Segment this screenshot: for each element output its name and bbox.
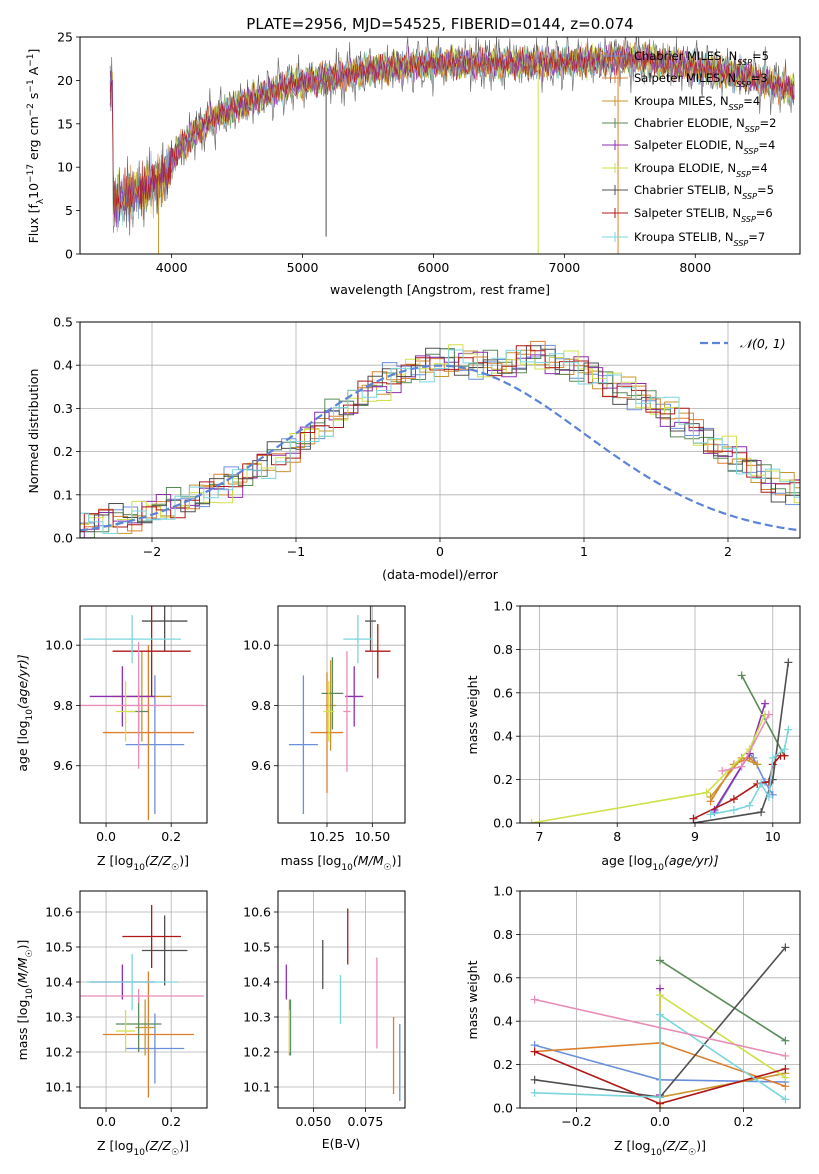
x-tick-label: 7000 [548, 260, 580, 275]
x-tick-label: 0.2 [161, 1114, 181, 1129]
mass-vs-ebv-xlabel: E(B-V) [322, 1136, 361, 1151]
x-tick-label: 0 [436, 544, 444, 559]
x-tick-label: 10.50 [354, 829, 390, 844]
y-tick-label: 10.1 [45, 1080, 73, 1095]
y-tick-label: 10.6 [243, 905, 271, 920]
x-tick-label: 10.25 [309, 829, 345, 844]
spectrum-legend: Chabrier MILES, NSSP=5 Salpeter MILES, N… [634, 49, 776, 248]
y-tick-label: 0.4 [53, 358, 73, 373]
x-tick-label: 0.0 [96, 829, 116, 844]
x-tick-label: 0.075 [348, 1114, 384, 1129]
y-tick-label: 10.0 [45, 638, 73, 653]
x-tick-label: 4000 [156, 260, 188, 275]
x-tick-label: −1 [287, 544, 305, 559]
y-tick-label: 10.2 [45, 1045, 73, 1060]
y-tick-label: 10.1 [243, 1080, 271, 1095]
y-tick-label: 0.6 [493, 970, 513, 985]
x-tick-label: 10 [765, 829, 781, 844]
x-tick-label: 1 [580, 544, 588, 559]
y-tick-label: 20 [57, 73, 73, 88]
x-tick-label: 0.0 [650, 1114, 670, 1129]
y-tick-label: 0.2 [493, 1057, 513, 1072]
weight-vs-age-ylabel: mass weight [465, 675, 480, 754]
y-tick-label: 1.0 [493, 884, 513, 899]
y-tick-label: 10.4 [45, 975, 73, 990]
x-tick-label: 9 [691, 829, 699, 844]
y-tick-label: 10.4 [243, 975, 271, 990]
x-tick-label: 8 [613, 829, 621, 844]
x-tick-label: 5000 [287, 260, 319, 275]
y-tick-label: 0.8 [493, 642, 513, 657]
x-tick-label: −2 [143, 544, 161, 559]
y-tick-label: 9.6 [53, 758, 73, 773]
x-tick-label: 0.050 [295, 1114, 331, 1129]
y-tick-label: 9.8 [53, 698, 73, 713]
y-tick-label: 0.0 [493, 1101, 513, 1116]
x-tick-label: 2 [724, 544, 732, 559]
y-tick-label: 10.0 [243, 638, 271, 653]
y-tick-label: 0.5 [53, 315, 73, 330]
x-tick-label: 7 [535, 829, 543, 844]
histogram-legend: 𝒩(0, 1) [740, 336, 786, 351]
y-tick-label: 5 [65, 203, 73, 218]
y-tick-label: 10.3 [243, 1010, 271, 1025]
y-tick-label: 10 [57, 160, 73, 175]
spectrum-xlabel: wavelength [Angstrom, rest frame] [330, 282, 550, 297]
x-tick-label: 0.2 [734, 1114, 754, 1129]
x-tick-label: −0.2 [561, 1114, 591, 1129]
y-tick-label: 10.3 [45, 1010, 73, 1025]
y-tick-label: 0.2 [493, 772, 513, 787]
y-tick-label: 0.1 [53, 487, 73, 502]
y-tick-label: 0.4 [493, 1014, 513, 1029]
histogram-ylabel: Normed distribution [26, 369, 41, 494]
y-tick-label: 10.2 [243, 1045, 271, 1060]
y-tick-label: 0.0 [53, 531, 73, 546]
histogram-xlabel: (data-model)/error [382, 567, 499, 582]
y-tick-label: 1.0 [493, 599, 513, 614]
weight-vs-metallicity-ylabel: mass weight [465, 960, 480, 1039]
y-tick-label: 10.5 [243, 940, 271, 955]
legend-label: 𝒩(0, 1) [740, 336, 786, 351]
y-tick-label: 0.0 [493, 816, 513, 831]
y-tick-label: 0 [65, 247, 73, 262]
y-tick-label: 9.6 [251, 758, 271, 773]
x-tick-label: 0.0 [96, 1114, 116, 1129]
y-tick-label: 15 [57, 116, 73, 131]
y-tick-label: 10.6 [45, 905, 73, 920]
x-tick-label: 6000 [418, 260, 450, 275]
y-tick-label: 0.2 [53, 444, 73, 459]
x-tick-label: 8000 [679, 260, 711, 275]
y-tick-label: 0.3 [53, 401, 73, 416]
y-tick-label: 10.5 [45, 940, 73, 955]
y-tick-label: 0.4 [493, 729, 513, 744]
spectrum-title: PLATE=2956, MJD=54525, FIBERID=0144, z=0… [246, 15, 633, 33]
x-tick-label: 0.2 [161, 829, 181, 844]
y-tick-label: 9.8 [251, 698, 271, 713]
y-tick-label: 0.8 [493, 927, 513, 942]
y-tick-label: 0.6 [493, 685, 513, 700]
y-tick-label: 25 [57, 30, 73, 45]
